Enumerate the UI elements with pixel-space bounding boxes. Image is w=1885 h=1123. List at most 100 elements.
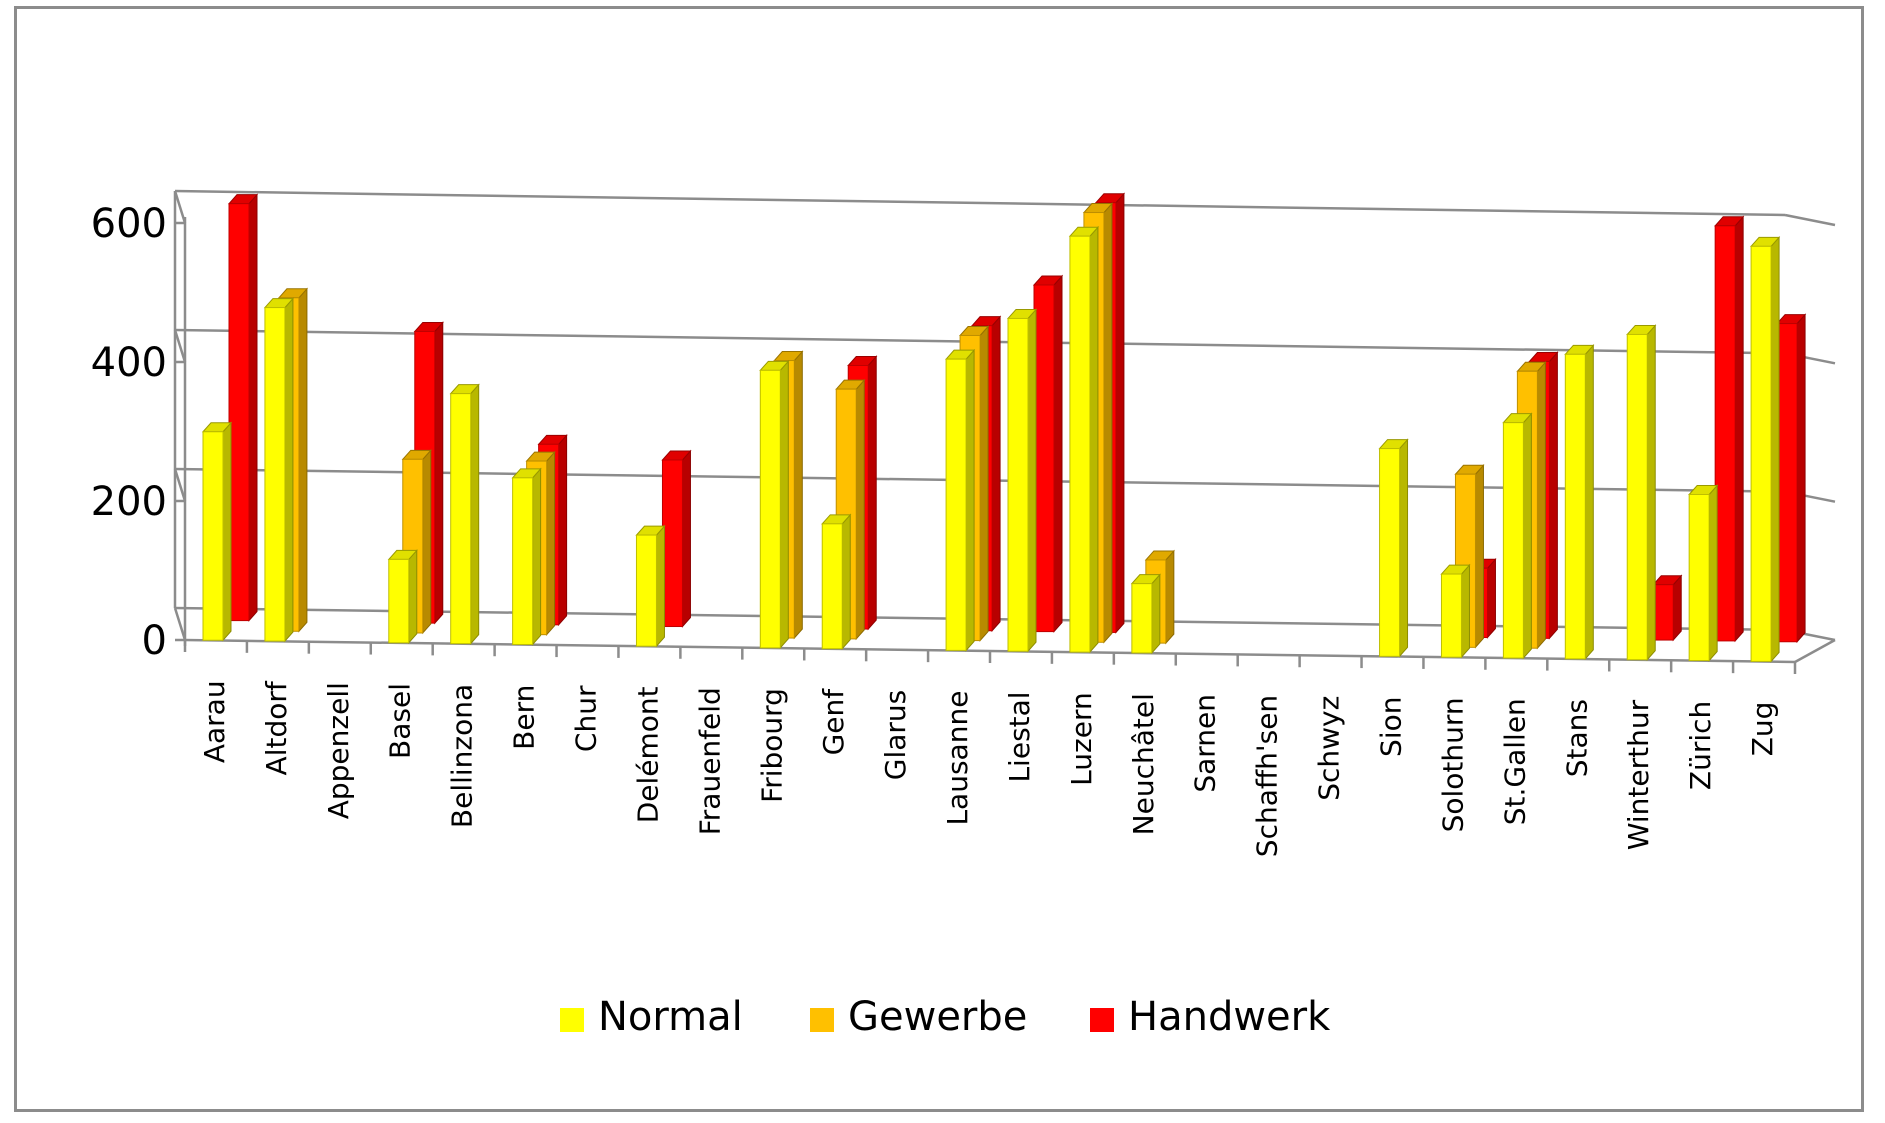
bar-side [558,434,568,627]
side-gridline [173,607,187,641]
category-label: Zug [1746,702,1779,757]
bar-front [1131,583,1153,654]
bar-normal [944,348,976,652]
category-label: Schaffh'sen [1251,695,1284,857]
legend-swatch [560,1008,584,1032]
bar-side [1486,557,1496,639]
bar-front [1750,245,1772,662]
bar-side [1165,549,1175,645]
bar-side [1522,412,1532,660]
bar-side [655,524,665,648]
bar-side [1584,344,1594,661]
bar-side [867,355,877,631]
bar-side [841,513,851,651]
bar-front [228,203,250,622]
y-tick-label: 0 [142,618,167,664]
bar-normal [1130,573,1161,655]
category-label: Schwyz [1313,696,1346,801]
bar-handwerk [661,449,692,628]
bar-handwerk [1652,574,1683,642]
y-tick-label: 400 [91,340,167,386]
bar-front [1776,323,1798,643]
y-tick-label: 600 [91,201,167,247]
bar-normal [1006,308,1038,653]
bar-normal [387,549,418,645]
legend-swatch [810,1008,834,1032]
bar-gewerbe [835,378,866,641]
bar-normal [635,524,666,648]
bar-side [434,321,444,625]
bar-front [202,431,224,641]
bar-side [1770,236,1780,663]
bar-front [1626,333,1648,661]
category-label: Stans [1560,699,1593,777]
category-label: Genf [817,688,850,756]
bar-front [1007,317,1029,652]
bar-normal [1502,412,1533,660]
bar-normal [1440,563,1471,659]
bar-front [945,358,967,651]
bar-front [388,558,410,644]
bar-side [991,315,1001,633]
bar-normal [1378,438,1409,658]
legend-label: Normal [598,994,743,1040]
category-label: Basel [384,683,417,759]
bar-side [1460,563,1470,659]
category-label: Zürich [1684,701,1717,790]
category-label: Frauenfeld [693,687,726,835]
bar-normal [1068,225,1100,654]
bar-front [1688,494,1710,662]
bar-side [1708,484,1718,662]
bar-normal [449,383,480,645]
bar-side [1103,202,1113,644]
bar-handwerk [1032,274,1064,633]
bar-side [779,360,789,650]
chart-frame [14,6,1864,1112]
bar-side [284,297,294,643]
bar-side [408,549,418,645]
category-label: Aarau [198,680,231,763]
bar-side [855,378,865,641]
bar-side [1734,215,1744,643]
side-gridline [173,329,187,363]
side-gridline [173,190,187,224]
bar-side [965,348,975,652]
bar-normal [511,467,542,646]
category-label: Winterthur [1622,699,1655,850]
bar-front [1440,573,1462,658]
bar-side [532,467,542,646]
category-label: St.Gallen [1498,698,1531,825]
gridline [174,189,1786,217]
bar-front [635,534,657,647]
bar-side [1089,225,1099,654]
bar-side [222,421,232,642]
bar-side [422,449,432,635]
bar-side [470,383,480,645]
legend-item: Normal [560,994,743,1040]
category-label: Lausanne [941,691,974,826]
bar-normal [821,513,852,651]
legend-item: Gewerbe [810,994,1027,1040]
bar-side [1796,313,1806,644]
bar-side [979,325,989,642]
category-label: Liestal [1003,691,1036,782]
bar-side [1548,351,1558,640]
side-gridline [173,468,187,502]
bar-side [1399,438,1409,658]
category-label: Fribourg [755,688,788,803]
bar-front [450,393,472,645]
bar-side [1115,192,1125,634]
category-label: Chur [570,685,603,752]
category-label: Bellinzona [446,684,479,828]
bar-side [1053,274,1063,633]
bar-side [1536,360,1546,650]
bar-normal [1564,344,1595,661]
bar-side [1672,574,1682,642]
bar-front [661,459,683,628]
category-label: Altdorf [260,680,293,775]
bar-handwerk [227,193,259,622]
bar-handwerk [1714,215,1745,643]
bar-side [1151,573,1161,655]
category-labels: Aarau Altdorf Appenzell Basel Bellinzona Bern… [198,680,1779,857]
